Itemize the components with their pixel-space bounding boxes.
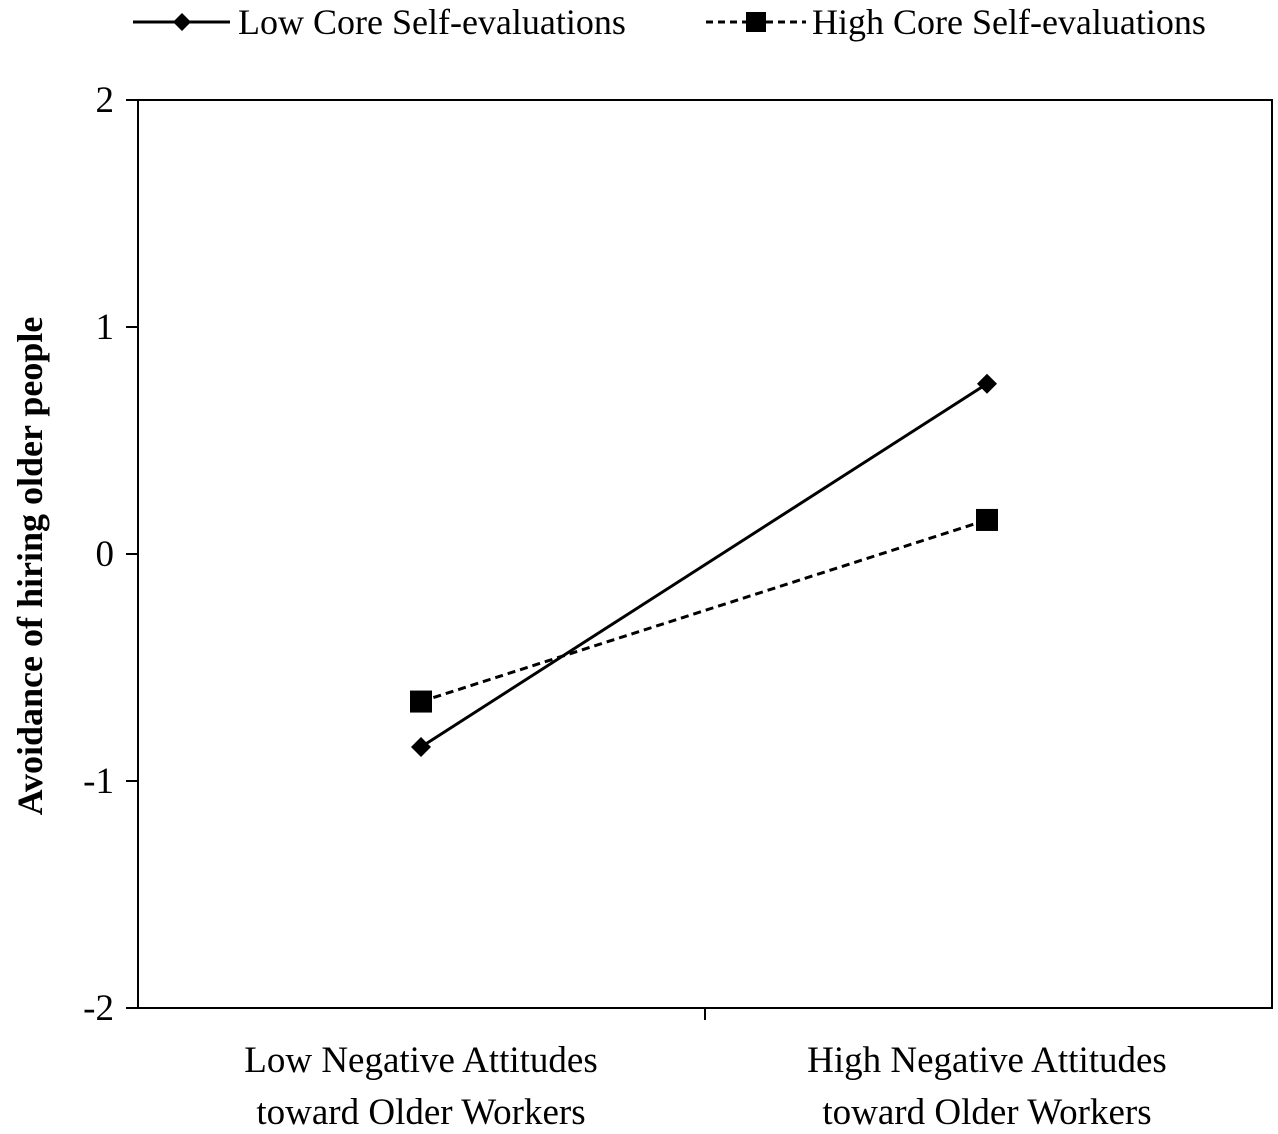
x-tick-label-low-line2: toward Older Workers <box>256 1092 585 1133</box>
data-point-square <box>410 690 432 713</box>
data-point-diamond <box>411 736 431 757</box>
y-axis: 2 1 0 -1 -2 <box>83 80 138 1029</box>
legend: Low Core Self-evaluations High Core Self… <box>133 2 1206 42</box>
x-tick-label-low-line1: Low Negative Attitudes <box>244 1040 598 1081</box>
series-line-high-cse <box>420 518 988 703</box>
y-tick-label: -2 <box>83 988 114 1029</box>
x-tick-label-high-line2: toward Older Workers <box>822 1092 1151 1133</box>
legend-diamond-marker <box>173 13 191 31</box>
plot-area <box>137 99 1273 1009</box>
legend-label-low-cse: Low Core Self-evaluations <box>238 2 626 42</box>
y-tick-label: 2 <box>96 80 115 121</box>
legend-item-low-cse: Low Core Self-evaluations <box>133 2 626 42</box>
legend-item-high-cse: High Core Self-evaluations <box>706 2 1206 42</box>
y-tick-label: 1 <box>96 307 115 348</box>
series-layer <box>410 373 998 757</box>
series-line-low-cse <box>420 382 988 749</box>
legend-label-high-cse: High Core Self-evaluations <box>812 2 1206 42</box>
y-tick-label: 0 <box>96 534 115 575</box>
x-tick-label-high-line1: High Negative Attitudes <box>807 1040 1167 1081</box>
x-axis-labels: Low Negative Attitudes toward Older Work… <box>244 1040 1167 1133</box>
data-point-square <box>976 508 998 531</box>
y-axis-title: Avoidance of hiring older people <box>10 317 50 816</box>
y-tick-label: -1 <box>83 761 114 802</box>
data-point-diamond <box>977 373 997 394</box>
legend-square-marker <box>746 12 766 32</box>
